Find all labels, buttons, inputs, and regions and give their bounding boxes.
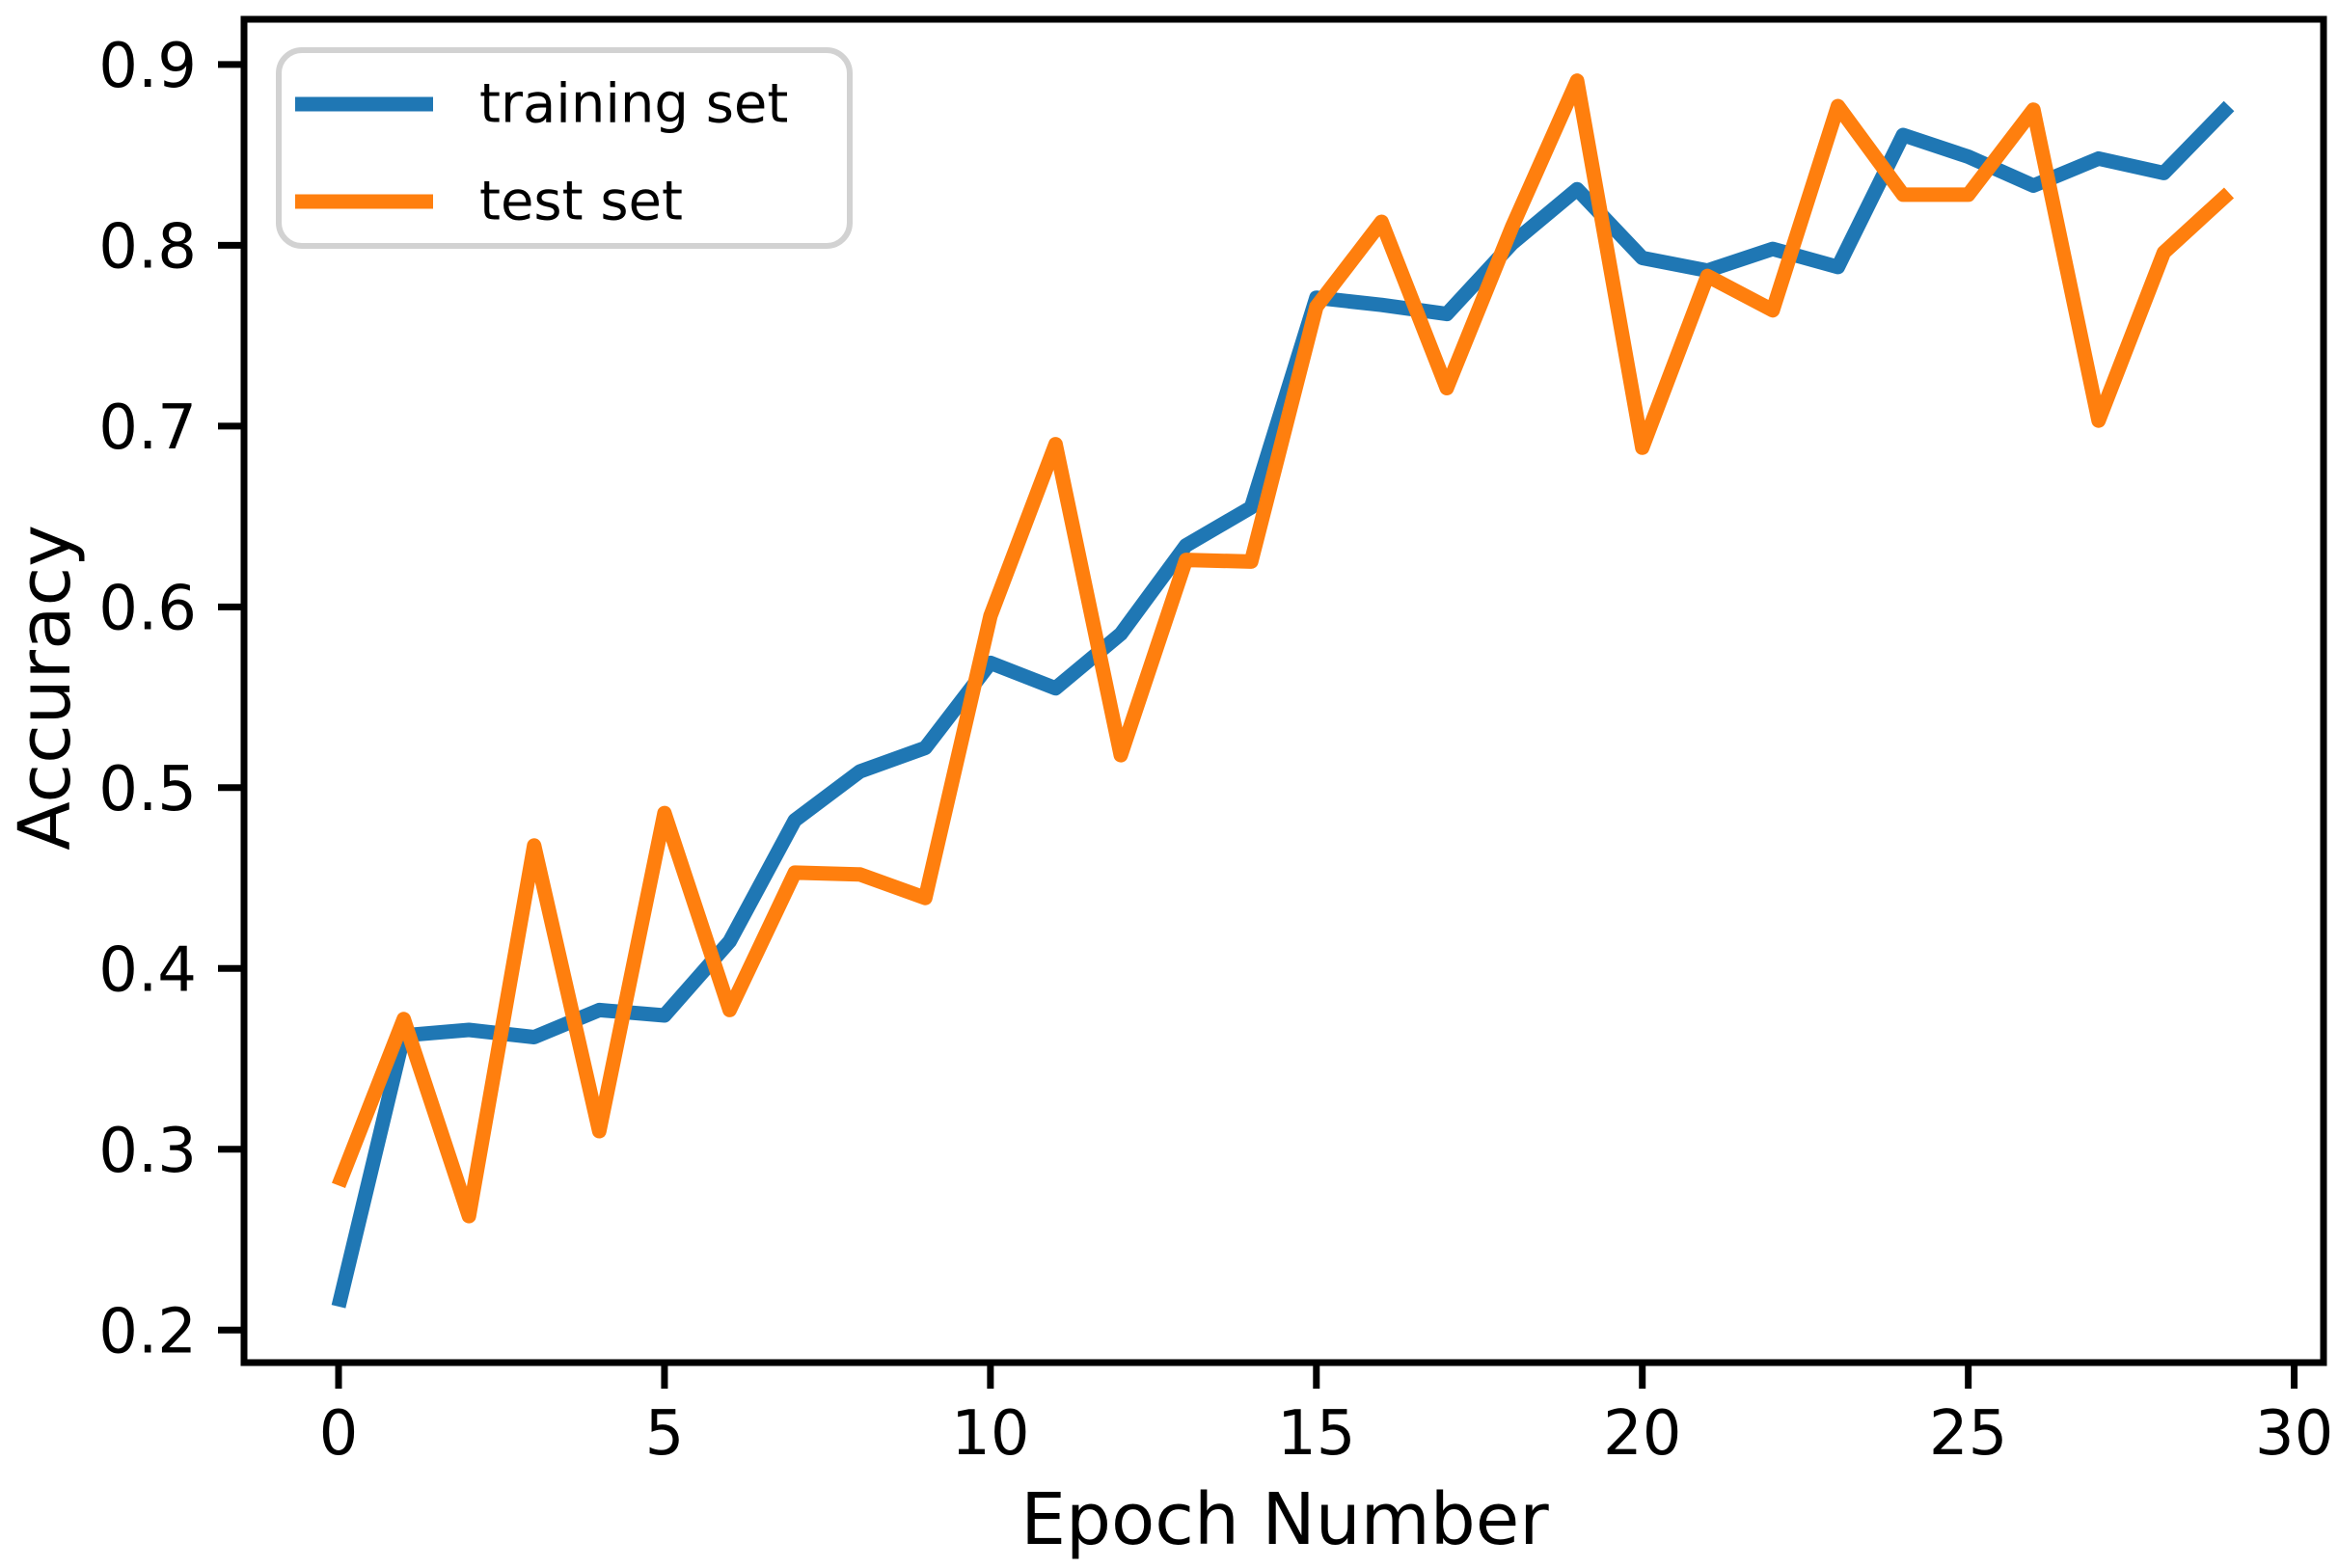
y-tick-label: 0.8 [98, 211, 197, 283]
y-tick-label: 0.5 [98, 754, 197, 825]
y-tick-label: 0.4 [98, 934, 197, 1006]
y-axis-ticks: 0.2 0.3 0.4 0.5 0.6 0.7 0.8 0.9 [98, 31, 244, 1367]
y-tick-label: 0.6 [98, 573, 197, 644]
legend: training set test set [276, 47, 853, 249]
x-tick-label: 5 [645, 1398, 685, 1470]
x-tick-label: 30 [2255, 1398, 2333, 1470]
x-tick-label: 10 [951, 1398, 1029, 1470]
y-tick-label: 0.7 [98, 392, 197, 464]
x-tick-label: 0 [319, 1398, 359, 1470]
legend-label: test set [479, 171, 683, 233]
plot-area-frame [240, 15, 2327, 1366]
y-tick-label: 0.9 [98, 31, 197, 102]
y-tick-label: 0.2 [98, 1296, 197, 1367]
series-lines [331, 73, 2235, 1309]
x-axis-label: Epoch Number [1020, 1478, 1549, 1561]
legend-label: training set [479, 73, 788, 136]
legend-items: training set test set [295, 73, 788, 233]
training-set-line [331, 100, 2235, 1309]
y-axis-label: Accuracy [4, 525, 87, 851]
x-axis-ticks: 0 5 10 15 20 25 30 [319, 1363, 2333, 1470]
y-tick-label: 0.3 [98, 1116, 197, 1187]
test-set-line [332, 73, 2235, 1224]
x-tick-label: 25 [1929, 1398, 2007, 1470]
x-tick-label: 15 [1277, 1398, 1355, 1470]
x-tick-label: 20 [1603, 1398, 1681, 1470]
